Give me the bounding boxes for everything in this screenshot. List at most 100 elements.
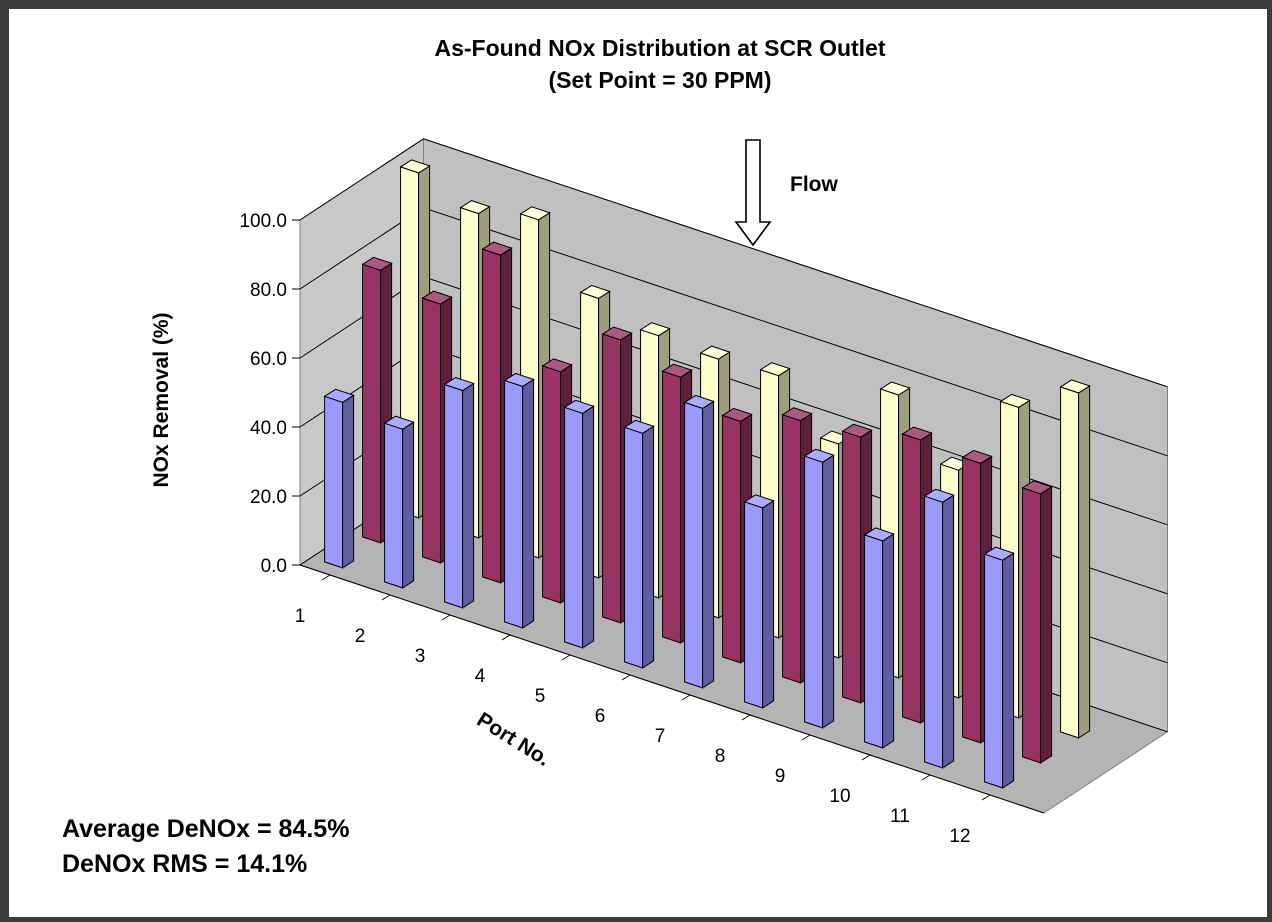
bar-top — [323, 388, 355, 403]
bar-top — [661, 363, 693, 378]
chart-title: As-Found NOx Distribution at SCR Outlet — [434, 35, 885, 61]
bar-top — [503, 372, 535, 387]
gridline — [299, 138, 1168, 388]
bar-top — [863, 527, 895, 542]
bar-front — [962, 456, 982, 744]
bar-front — [444, 383, 464, 609]
bar — [803, 448, 835, 729]
bar-front — [624, 426, 644, 669]
bar-front — [324, 395, 344, 569]
bar-side — [582, 405, 595, 649]
bar-top — [623, 419, 655, 434]
bar — [503, 372, 535, 629]
bar-side — [642, 425, 655, 669]
bar-top — [803, 448, 835, 463]
x-tick-mark — [741, 714, 751, 721]
x-tick-mark — [321, 574, 331, 581]
x-tick-label: 10 — [829, 786, 850, 807]
bar — [563, 399, 595, 649]
bar — [1021, 480, 1053, 764]
bar-front — [864, 534, 884, 749]
x-tick-label: 1 — [295, 606, 306, 627]
bar-top — [923, 488, 955, 503]
bar-top — [601, 326, 633, 341]
y-tick-label: 60.0 — [250, 349, 287, 370]
bar-front — [662, 370, 682, 644]
x-tick-mark — [801, 734, 811, 741]
bar-side — [1040, 485, 1053, 764]
bar — [1059, 379, 1091, 739]
y-tick-label: 0.0 — [261, 556, 287, 577]
bar — [481, 241, 513, 584]
bar-front — [782, 414, 802, 684]
bar-front — [564, 406, 584, 649]
bar-side — [1002, 552, 1015, 789]
denox-rms-label: DeNOx RMS = 14.1% — [62, 850, 307, 878]
bar-top — [459, 200, 491, 215]
bar-top — [699, 345, 731, 360]
x-tick-label: 2 — [355, 626, 366, 647]
bar — [983, 546, 1015, 789]
bar-top — [541, 358, 573, 373]
bar — [443, 376, 475, 609]
x-tick-mark — [501, 634, 511, 641]
bar-front — [744, 501, 764, 709]
bar-front — [722, 414, 742, 664]
bar — [923, 488, 955, 769]
x-tick-label: 7 — [655, 726, 666, 747]
bar-front — [1022, 487, 1042, 764]
x-tick-label: 5 — [535, 686, 546, 707]
bar-top — [481, 241, 513, 256]
x-tick-mark — [681, 694, 691, 701]
bar-top — [961, 449, 993, 464]
bar-side — [522, 378, 535, 629]
x-tick-mark — [921, 774, 931, 781]
bar-top — [841, 423, 873, 438]
bar-front — [482, 248, 502, 584]
bar-front — [384, 422, 404, 589]
x-tick-label: 12 — [949, 826, 970, 847]
y-tick-label: 80.0 — [250, 280, 287, 301]
bars-group — [323, 159, 1091, 789]
y-tick-label: 100.0 — [239, 211, 287, 232]
bar — [421, 290, 453, 564]
x-tick-label: 6 — [595, 706, 606, 727]
bar-top — [879, 381, 911, 396]
bar — [323, 388, 355, 569]
bar-side — [882, 532, 895, 749]
bar-side — [402, 421, 415, 589]
bar-top — [383, 415, 415, 430]
bar-top — [519, 206, 551, 221]
flow-label: Flow — [790, 173, 838, 196]
bar-front — [984, 553, 1004, 789]
bar-front — [1060, 386, 1080, 739]
bar-front — [804, 455, 824, 729]
bar — [683, 394, 715, 689]
y-axis-title: NOx Removal (%) — [150, 312, 173, 487]
bar — [383, 415, 415, 589]
bar-front — [924, 495, 944, 769]
bar-top — [743, 494, 775, 509]
y-tick-label: 40.0 — [250, 418, 287, 439]
bar-top — [421, 290, 453, 305]
average-denox-label: Average DeNOx = 84.5% — [62, 815, 349, 843]
bar-side — [702, 400, 715, 689]
bar-top — [563, 399, 595, 414]
bar-front — [542, 365, 562, 604]
bar-top — [721, 407, 753, 422]
x-tick-mark — [621, 674, 631, 681]
bar-front — [504, 379, 524, 629]
x-axis-title: Port No. — [473, 708, 554, 771]
bar-side — [1078, 384, 1091, 739]
x-tick-label: 11 — [890, 806, 910, 827]
bar-side — [342, 394, 355, 569]
bar-front — [362, 263, 382, 544]
bar-side — [762, 499, 775, 709]
chart-subtitle: (Set Point = 30 PPM) — [548, 67, 771, 93]
bar-front — [902, 433, 922, 724]
flow-arrow-icon — [734, 139, 772, 247]
bar-top — [443, 376, 475, 392]
bar-top — [399, 159, 431, 174]
x-tick-mark — [381, 594, 391, 601]
